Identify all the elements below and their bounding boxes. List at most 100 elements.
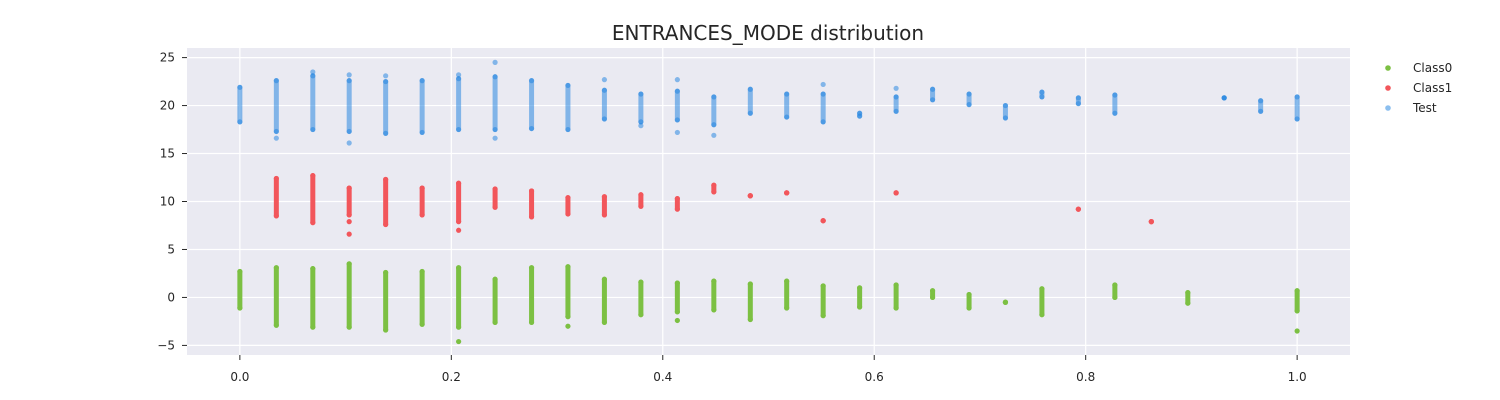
- data-point: [419, 268, 425, 275]
- data-point: [419, 212, 425, 218]
- data-point: [346, 212, 352, 218]
- data-point: [747, 86, 753, 92]
- y-tick-label: −5: [157, 338, 175, 352]
- data-point: [674, 129, 680, 136]
- data-point: [711, 307, 717, 313]
- data-point: [966, 91, 972, 97]
- data-point: [310, 172, 316, 179]
- data-point: [1221, 95, 1227, 101]
- data-point: [966, 291, 972, 298]
- data-point: [456, 126, 462, 133]
- data-point: [273, 128, 279, 135]
- data-point: [711, 278, 717, 284]
- data-point: [1002, 299, 1009, 305]
- data-point: [273, 265, 279, 271]
- data-point: [747, 110, 753, 116]
- data-point: [601, 319, 608, 325]
- data-point: [528, 214, 535, 220]
- data-point: [820, 283, 826, 289]
- data-point: [346, 78, 352, 84]
- series-class0: [237, 261, 1300, 345]
- data-point: [966, 305, 972, 311]
- data-point: [929, 288, 936, 294]
- data-point: [784, 305, 790, 311]
- data-point: [565, 314, 571, 320]
- data-point: [456, 180, 462, 186]
- data-point: [1112, 92, 1118, 98]
- data-point: [346, 324, 352, 330]
- data-point: [419, 78, 425, 84]
- data-point: [419, 129, 425, 136]
- data-point: [674, 206, 680, 212]
- data-point: [893, 305, 899, 311]
- data-point: [893, 85, 899, 91]
- data-point: [528, 125, 535, 132]
- data-point: [565, 82, 571, 89]
- data-point: [784, 114, 790, 120]
- data-point: [237, 305, 243, 311]
- data-point: [456, 76, 462, 82]
- data-point: [456, 338, 462, 345]
- data-point: [1294, 308, 1300, 314]
- data-point: [601, 276, 608, 282]
- data-point: [310, 220, 316, 226]
- data-point: [1185, 290, 1191, 296]
- x-tick-label: 0.8: [1076, 370, 1095, 384]
- data-point: [711, 122, 717, 128]
- data-point: [1112, 110, 1118, 116]
- data-point: [456, 265, 462, 271]
- data-point: [310, 126, 316, 133]
- data-point: [346, 72, 352, 78]
- data-point: [674, 196, 680, 202]
- data-point: [857, 285, 863, 291]
- y-tick-label: 10: [160, 195, 175, 209]
- x-axis-ticks: 0.0 0.2 0.4 0.6 0.8 1.0: [230, 355, 1307, 384]
- data-point: [346, 219, 352, 225]
- series-class1: [273, 172, 1154, 237]
- data-point: [674, 88, 680, 94]
- chart-title: ENTRANCES_MODE distribution: [612, 21, 924, 45]
- data-point: [929, 97, 936, 103]
- data-point: [857, 110, 863, 116]
- data-point: [893, 190, 899, 196]
- data-point: [857, 304, 863, 310]
- data-point: [1039, 286, 1045, 292]
- data-point: [638, 203, 644, 209]
- data-point: [492, 204, 498, 210]
- data-point: [1075, 95, 1081, 101]
- data-point: [711, 132, 717, 138]
- data-point: [310, 69, 316, 75]
- data-point: [419, 321, 425, 327]
- data-point: [638, 123, 644, 129]
- data-point: [492, 126, 498, 133]
- data-point: [784, 278, 790, 284]
- data-point: [273, 78, 279, 84]
- data-point: [674, 117, 680, 123]
- data-point: [747, 193, 753, 199]
- data-point: [1075, 206, 1081, 212]
- data-point: [492, 276, 498, 282]
- data-point: [638, 91, 644, 97]
- data-point: [383, 73, 389, 79]
- x-tick-label: 0.4: [653, 370, 672, 384]
- data-point: [711, 182, 717, 188]
- data-point: [1002, 102, 1009, 109]
- data-point: [310, 324, 316, 330]
- data-point: [1294, 288, 1300, 294]
- data-point: [601, 194, 608, 200]
- data-point: [528, 265, 535, 271]
- data-point: [674, 280, 680, 286]
- data-point: [1002, 115, 1009, 121]
- data-point: [383, 130, 389, 136]
- data-point: [1039, 312, 1045, 318]
- data-point: [456, 227, 462, 233]
- x-tick-label: 1.0: [1288, 370, 1307, 384]
- data-point: [237, 119, 243, 125]
- data-point: [565, 126, 571, 133]
- data-point: [1112, 294, 1118, 301]
- data-point: [929, 294, 936, 301]
- data-point: [346, 128, 352, 135]
- data-point: [346, 231, 352, 237]
- data-points: [237, 59, 1300, 345]
